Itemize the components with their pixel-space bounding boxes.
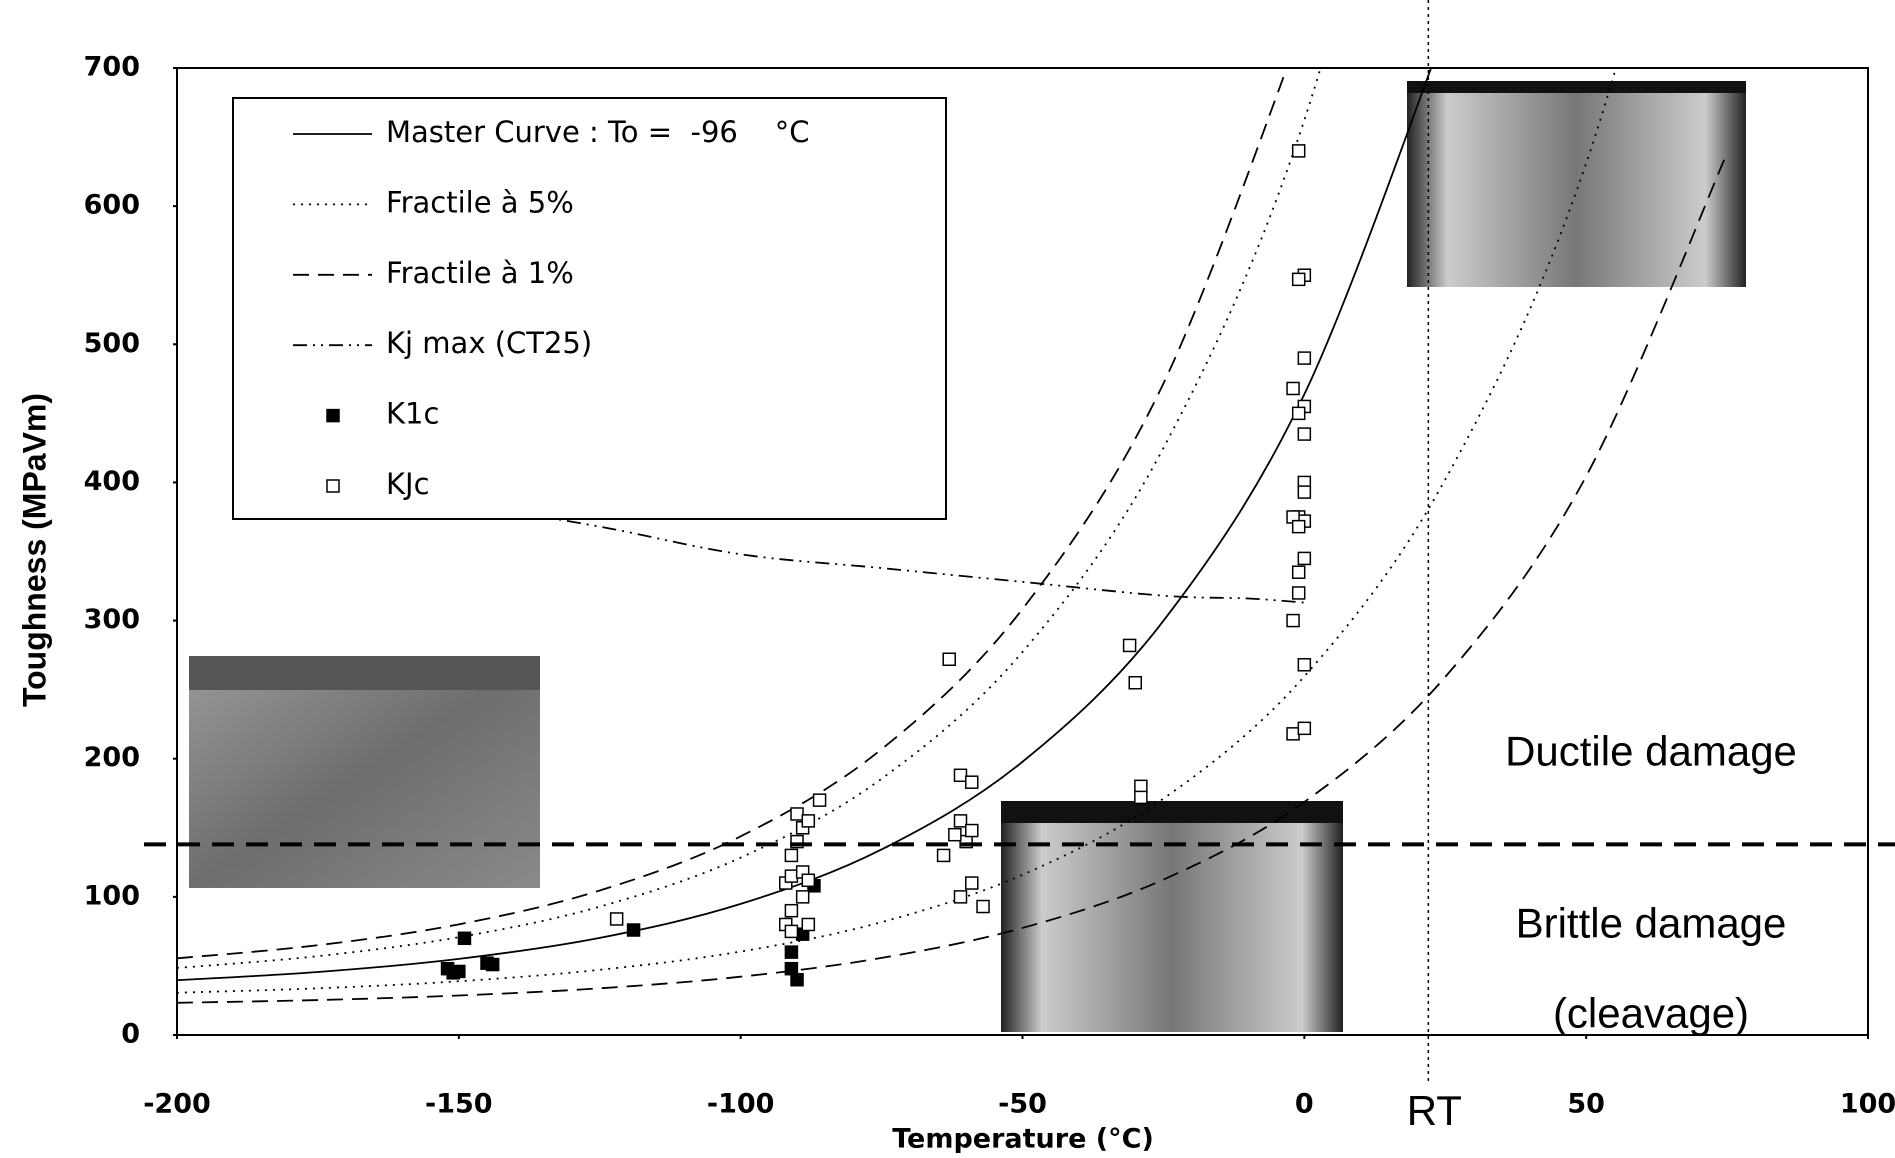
legend-label: KJc	[386, 467, 430, 501]
point	[784, 945, 799, 959]
point	[784, 924, 799, 939]
point	[936, 848, 951, 863]
curve	[177, 68, 1322, 969]
photo-band	[1407, 81, 1746, 93]
point	[1286, 381, 1300, 396]
photo-brittle	[189, 656, 540, 888]
point	[790, 807, 804, 821]
point	[1128, 675, 1142, 690]
point	[609, 912, 624, 926]
point	[485, 957, 500, 972]
photo-band	[189, 656, 540, 690]
point	[953, 890, 968, 904]
y-tick-label: 300	[84, 604, 140, 635]
point	[953, 768, 968, 783]
annotation: Ductile damage	[1505, 727, 1797, 774]
point	[1297, 658, 1312, 672]
x-tick-label: 0	[1295, 1089, 1314, 1120]
y-axis-label: Toughness (MPaVm)	[16, 393, 52, 707]
point	[784, 848, 799, 863]
legend-label: Kj max (CT25)	[386, 326, 592, 360]
x-tick-label: 50	[1567, 1089, 1605, 1120]
x-tick-label: -150	[425, 1089, 493, 1120]
point	[457, 931, 472, 946]
point	[1291, 406, 1306, 421]
point	[953, 814, 968, 828]
point	[1291, 519, 1306, 534]
point	[1297, 351, 1312, 365]
y-tick-label: 200	[84, 742, 140, 773]
x-tick-label: 100	[1840, 1089, 1895, 1120]
y-tick-label: 600	[84, 190, 140, 221]
photo-mixed	[1001, 801, 1343, 1032]
point	[965, 823, 979, 838]
point	[942, 652, 956, 667]
photo-ductile	[1407, 81, 1746, 287]
point	[784, 961, 799, 976]
point	[1291, 272, 1306, 287]
legend-box	[232, 97, 947, 520]
point	[965, 876, 979, 890]
point	[1291, 565, 1306, 579]
annotation: (cleavage)	[1553, 989, 1749, 1036]
point	[452, 964, 466, 979]
point	[1297, 721, 1312, 736]
overlays: Ductile damage Brittle damage (cleavage) RT	[144, 0, 1895, 1134]
point	[1291, 144, 1306, 158]
point	[812, 793, 827, 807]
y-tick-label: 700	[84, 52, 140, 83]
curve	[177, 68, 1617, 994]
point	[1122, 638, 1137, 653]
point	[784, 869, 799, 883]
curve	[177, 152, 1728, 1004]
point	[948, 827, 962, 842]
legend-label: Fractile à 1%	[386, 256, 574, 290]
point	[1134, 779, 1148, 794]
point	[965, 775, 979, 789]
point	[1286, 727, 1300, 741]
point	[976, 899, 990, 914]
legend-label: Fractile à 5%	[386, 185, 574, 219]
point	[1291, 586, 1306, 600]
point	[1297, 551, 1312, 566]
legend-label: Master Curve : To = -96 °C	[386, 115, 810, 149]
point	[801, 814, 816, 828]
legend-marker	[326, 479, 340, 493]
y-tick-label: 500	[84, 328, 140, 359]
x-axis-label: Temperature (°C)	[892, 1124, 1154, 1155]
point	[626, 923, 641, 937]
photo-band	[1001, 801, 1343, 823]
point	[1286, 613, 1300, 628]
point	[795, 890, 810, 904]
point	[801, 917, 816, 932]
legend: Master Curve : To = -96 °C Fractile à 5% F…	[293, 115, 810, 501]
legend-label: K1c	[386, 397, 439, 431]
y-tick-label: 400	[84, 466, 140, 497]
curve	[317, 481, 1305, 604]
point	[1297, 427, 1312, 441]
curve	[177, 68, 1288, 960]
x-tick-label: -100	[707, 1089, 775, 1120]
x-tick-label: -200	[143, 1089, 211, 1120]
room-temperature-label: RT	[1407, 1087, 1462, 1134]
annotation: Brittle damage	[1516, 899, 1787, 946]
x-tick-label: -50	[998, 1089, 1047, 1120]
point	[784, 903, 799, 918]
point	[1134, 790, 1148, 805]
y-tick-label: 100	[84, 880, 140, 911]
point	[801, 873, 816, 888]
point	[1297, 485, 1312, 499]
point	[790, 972, 804, 987]
fractography-images	[189, 81, 1746, 1032]
legend-marker	[326, 408, 340, 423]
y-tick-label: 0	[121, 1019, 140, 1050]
